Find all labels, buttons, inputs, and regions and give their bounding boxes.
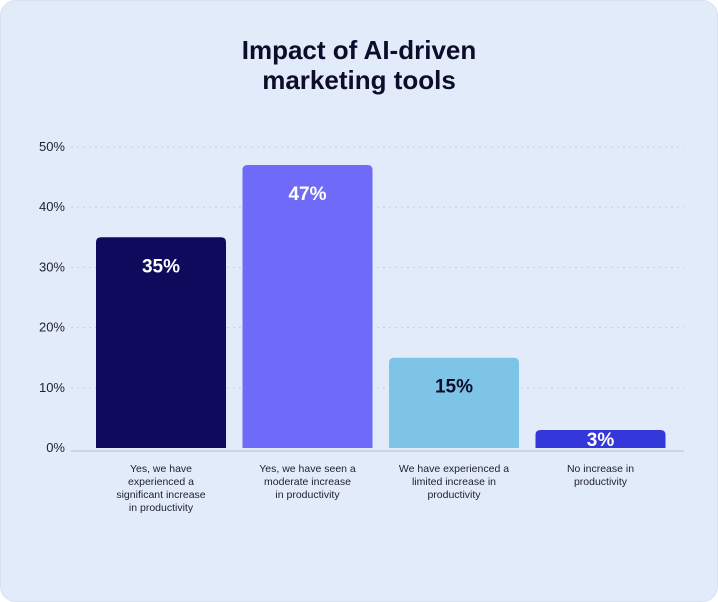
bar-value-label: 47% [288,184,326,205]
x-tick-label-line: in productivity [275,489,340,501]
bar-value-label: 3% [587,430,615,451]
x-tick-label: Yes, we have seen a moderate increase in p… [259,463,356,501]
y-tick-label: 10% [39,380,65,395]
x-tick-label: No increase in productivity [567,463,634,488]
x-tick-label: Yes, we have experienced a significant inc… [116,463,205,514]
value-labels: 35% 47% 15% 3% [142,184,614,451]
x-tick-label-line: productivity [574,476,628,488]
x-tick-label-line: limited increase in [412,476,496,488]
bar-value-label: 15% [435,377,473,398]
x-tick-label: We have experienced a limited increase in… [399,463,509,501]
x-tick-label-line: Yes, we have [130,463,192,475]
bars [96,165,666,448]
y-axis-ticks: 0% 10% 20% 30% 40% 50% [39,139,65,455]
x-tick-label-line: productivity [427,489,481,501]
bar [242,165,373,448]
y-tick-label: 20% [39,320,65,335]
y-tick-label: 0% [46,440,65,455]
bar [389,357,519,448]
chart-title: Impact of AI-driven marketing tools [241,35,477,95]
x-tick-label-line: experienced a [128,476,194,488]
y-tick-label: 50% [39,139,65,154]
x-axis-ticks: Yes, we have experienced a significant inc… [116,463,634,514]
bar [96,237,226,448]
x-tick-label-line: moderate increase [264,476,351,488]
bar [535,429,666,448]
x-tick-label-line: Yes, we have seen a [259,463,356,475]
x-tick-label-line: No increase in [567,463,634,475]
x-tick-label-line: We have experienced a [399,463,509,475]
y-tick-label: 40% [39,199,65,214]
x-tick-label-line: in productivity [129,502,194,514]
x-tick-label-line: significant increase [116,489,205,501]
y-tick-label: 30% [39,259,65,274]
bar-value-label: 35% [142,256,180,277]
